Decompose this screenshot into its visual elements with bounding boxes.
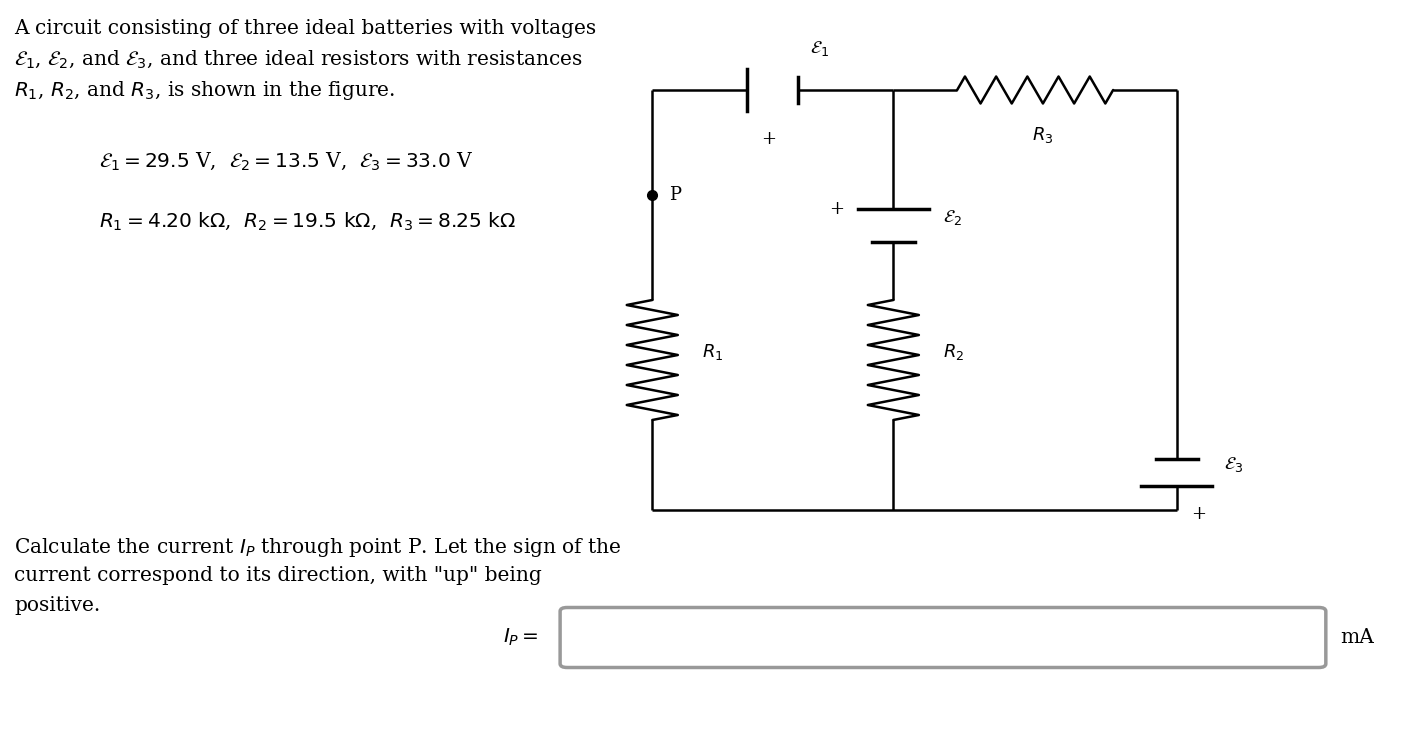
Text: $\mathcal{E}_1 = 29.5$ V,  $\mathcal{E}_2 = 13.5$ V,  $\mathcal{E}_3 = 33.0$ V: $\mathcal{E}_1 = 29.5$ V, $\mathcal{E}_2… [99,150,474,172]
Text: $\mathcal{E}_2$: $\mathcal{E}_2$ [943,208,961,227]
Text: $\mathcal{E}_1$, $\mathcal{E}_2$, and $\mathcal{E}_3$, and three ideal resistors: $\mathcal{E}_1$, $\mathcal{E}_2$, and $\… [14,49,583,70]
Text: +: + [828,200,844,217]
Text: $R_1$: $R_1$ [702,343,723,362]
Text: Calculate the current $I_P$ through point P. Let the sign of the: Calculate the current $I_P$ through poin… [14,536,623,560]
Text: $R_1$, $R_2$, and $R_3$, is shown in the figure.: $R_1$, $R_2$, and $R_3$, is shown in the… [14,79,396,102]
Text: P: P [669,186,681,204]
FancyBboxPatch shape [560,608,1326,668]
Text: $I_P =$: $I_P =$ [503,627,539,648]
Text: +: + [761,130,776,148]
Text: mA: mA [1340,628,1374,647]
Text: current correspond to its direction, with "up" being: current correspond to its direction, wit… [14,566,542,585]
Text: $R_2$: $R_2$ [943,343,964,362]
Text: +: + [1191,505,1207,523]
Text: $\mathcal{E}_3$: $\mathcal{E}_3$ [1224,455,1242,475]
Text: $\mathcal{E}_1$: $\mathcal{E}_1$ [810,39,828,58]
Text: $R_1 = 4.20\ \mathrm{k}\Omega$,  $R_2 = 19.5\ \mathrm{k}\Omega$,  $R_3 = 8.25\ \: $R_1 = 4.20\ \mathrm{k}\Omega$, $R_2 = 1… [99,210,516,232]
Text: positive.: positive. [14,596,101,615]
Text: $R_3$: $R_3$ [1031,125,1054,145]
Text: A circuit consisting of three ideal batteries with voltages: A circuit consisting of three ideal batt… [14,19,597,38]
